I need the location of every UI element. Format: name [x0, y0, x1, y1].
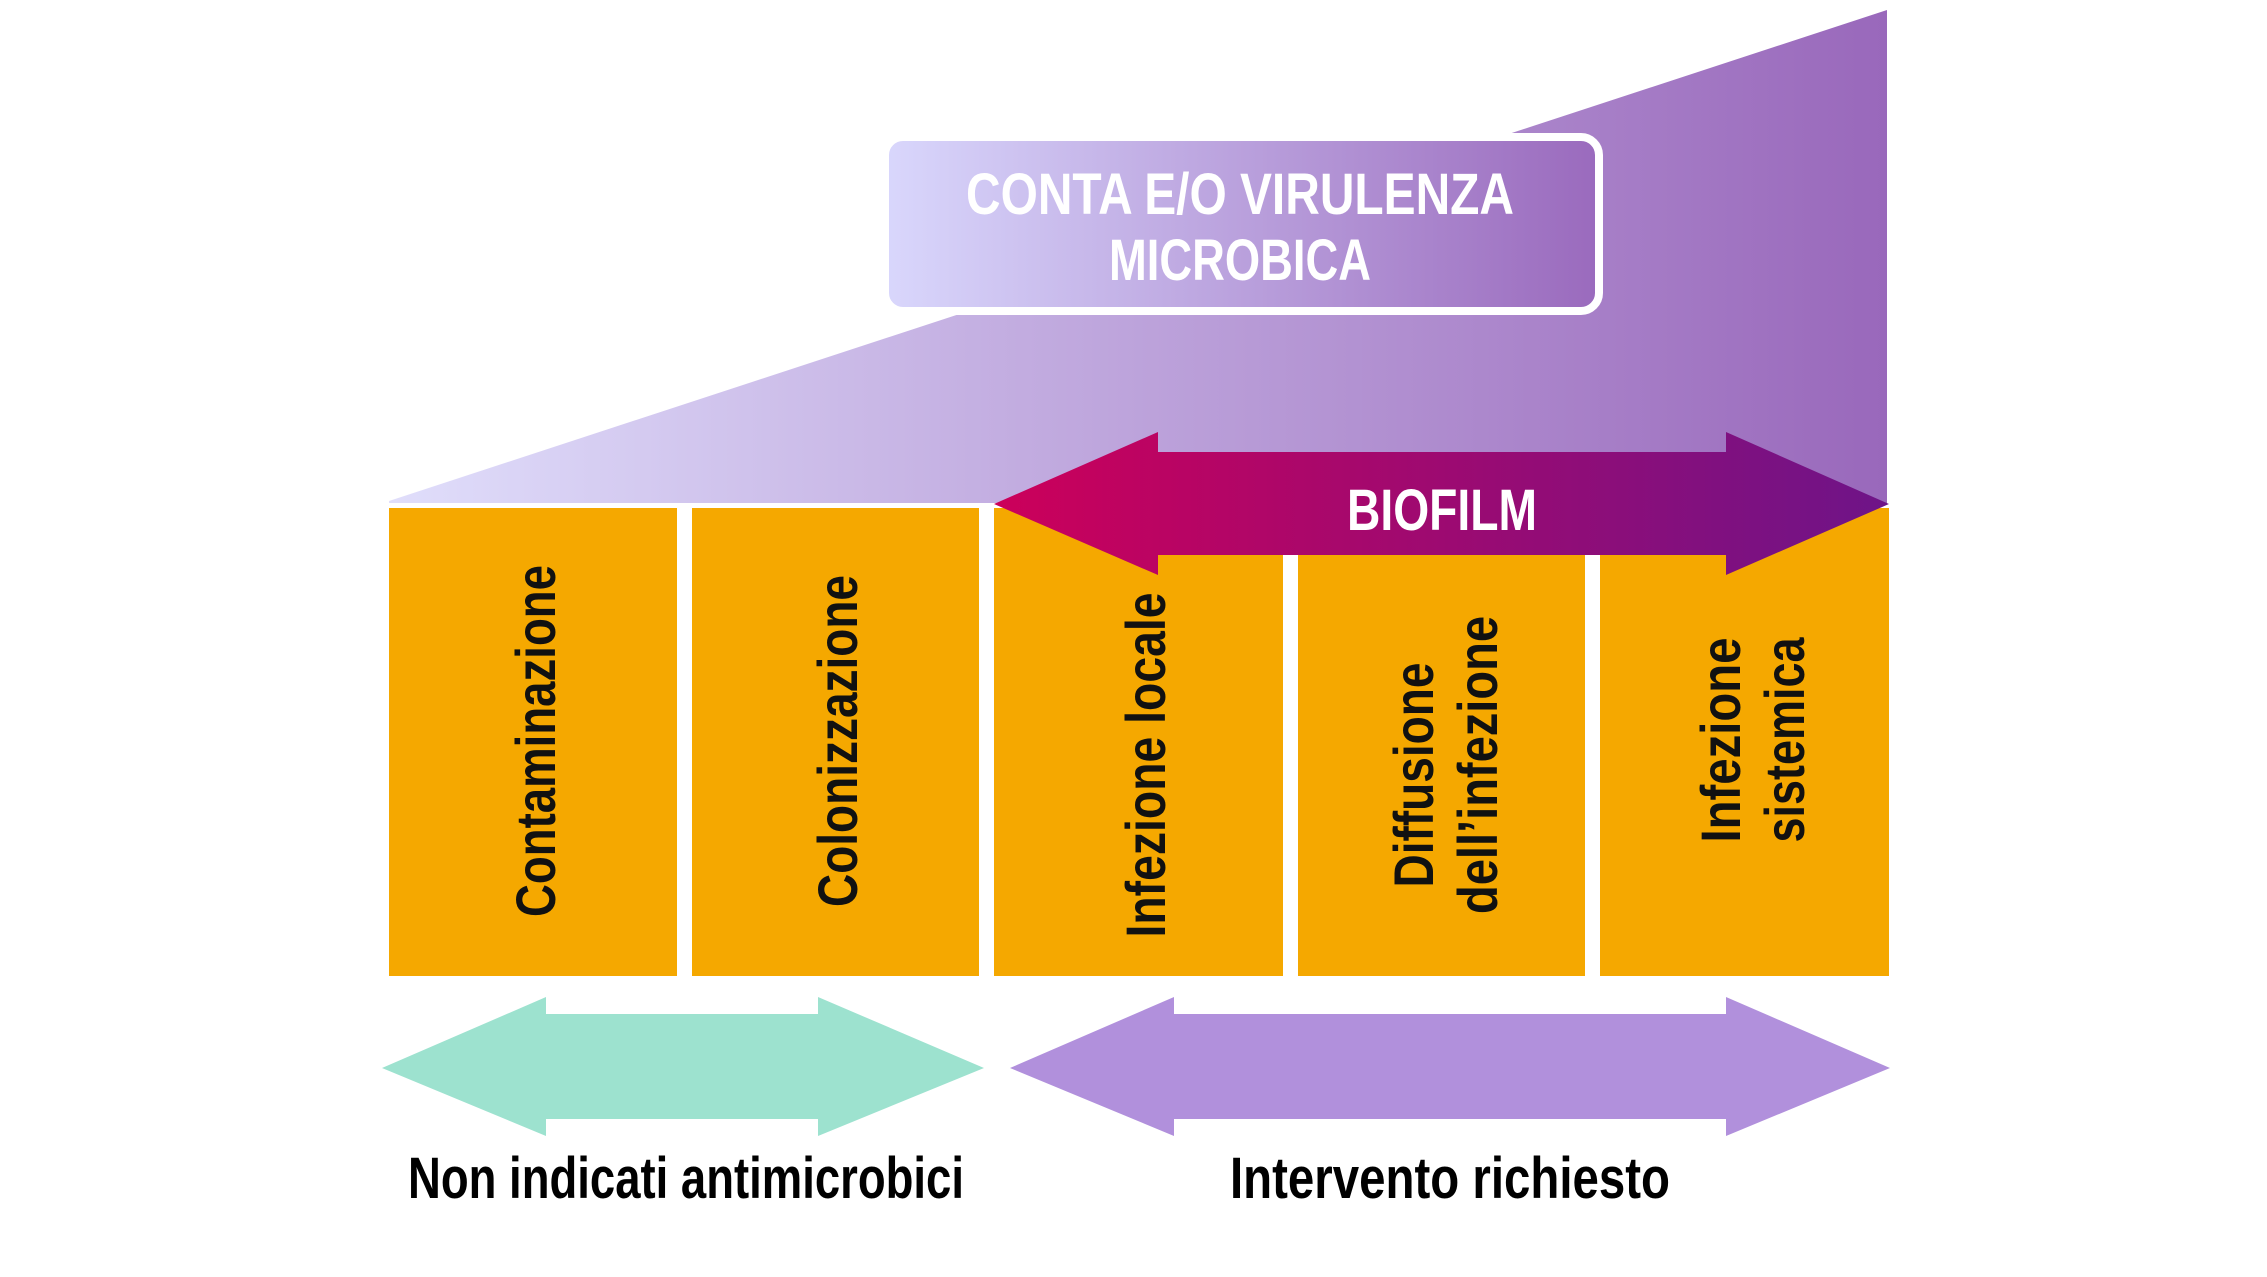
stage-label-sistemica-2: sistemica	[1753, 637, 1816, 843]
stage-label-colonizzazione: Colonizzazione	[806, 575, 869, 907]
stage-box-colonizzazione	[692, 508, 979, 976]
stage-label-infezione-locale: Infezione locale	[1114, 593, 1177, 938]
biofilm-arrow: BIOFILM	[994, 432, 1889, 575]
stage-box-infezione-locale	[994, 508, 1283, 976]
stage-label-diffusione-1: Diffusione	[1382, 663, 1445, 888]
no-antimicrobial-label: Non indicati antimicrobici	[408, 1146, 964, 1211]
stage-label-contaminazione: Contaminazione	[504, 565, 567, 917]
header-line-1: CONTA E/O VIRULENZA	[966, 162, 1514, 227]
biofilm-label: BIOFILM	[1347, 478, 1537, 543]
stage-label-sistemica-1: Infezione	[1689, 638, 1752, 843]
stage-labels: Contaminazione Colonizzazione Infezione …	[504, 565, 1816, 938]
intervention-label: Intervento richiesto	[1230, 1146, 1670, 1211]
stage-box-diffusione	[1298, 555, 1585, 976]
no-antimicrobial-arrow	[382, 997, 984, 1136]
stage-label-diffusione-2: dell’infezione	[1446, 616, 1509, 914]
stage-box-contaminazione	[389, 508, 677, 976]
header-label-box: CONTA E/O VIRULENZA MICROBICA	[881, 133, 1603, 315]
intervention-arrow	[1010, 997, 1890, 1136]
stage-box-infezione-sistemica	[1600, 508, 1889, 976]
header-line-2: MICROBICA	[1109, 228, 1371, 293]
